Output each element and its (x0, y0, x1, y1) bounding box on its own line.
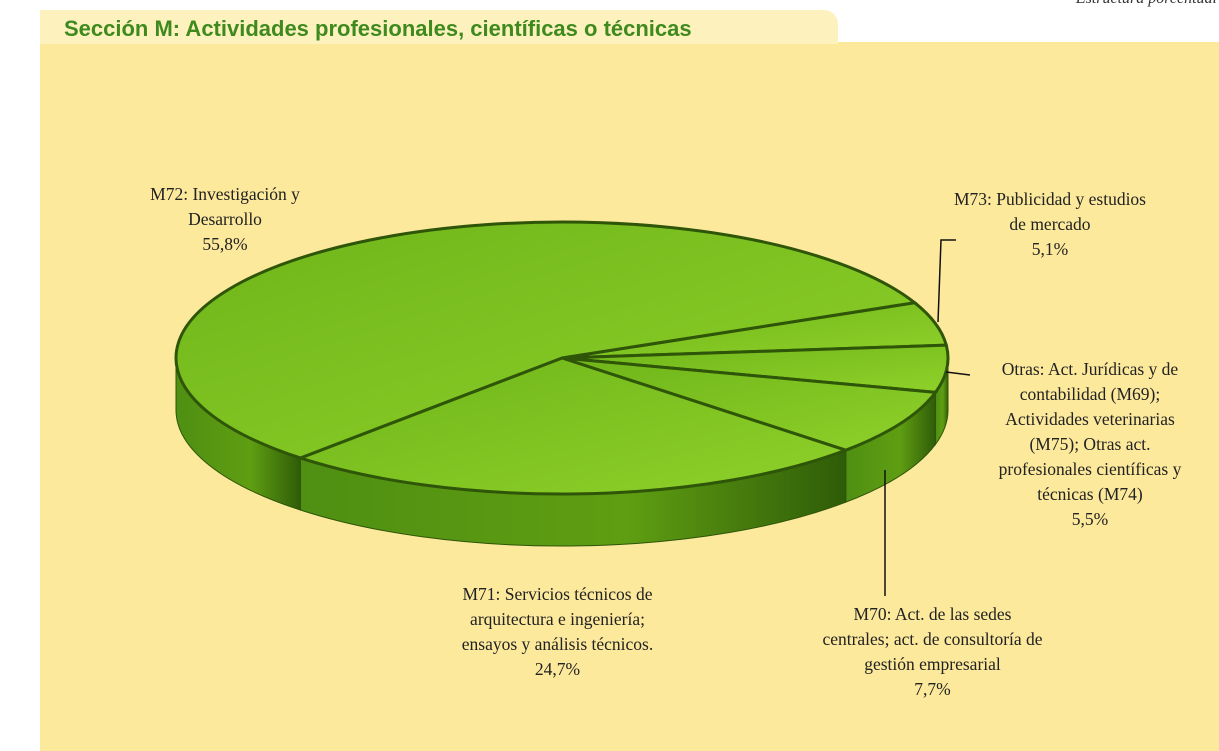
slice-label: Otras: Act. Jurídicas y de contabilidad … (985, 357, 1195, 532)
slice (295, 356, 851, 496)
chart-title: Sección M: Actividades profesionales, ci… (64, 16, 692, 41)
slice-label: M70: Act. de las sedes centrales; act. d… (820, 602, 1045, 702)
pie (174, 220, 950, 547)
category-label: M71: Servicios técnicos de arquitectura … (461, 584, 654, 654)
value-label: 5,1% (1031, 239, 1069, 259)
leader-line (945, 371, 971, 376)
category-label: Otras: Act. Jurídicas y de contabilidad … (998, 359, 1182, 504)
value-label: 5,5% (1071, 509, 1109, 529)
value-label: 55,8% (202, 234, 248, 254)
title-tab (40, 10, 838, 44)
category-label: M73: Publicidad y estudios de mercado (953, 189, 1146, 234)
slice-label: M73: Publicidad y estudios de mercado 5,1… (945, 187, 1155, 262)
value-label: 7,7% (914, 679, 951, 699)
subtitle: Estructura porcentual (1076, 0, 1217, 8)
value-label: 24,7% (534, 659, 581, 679)
slice-label: M72: Investigación y Desarrollo 55,8% (120, 182, 330, 257)
leader-line (937, 239, 956, 323)
category-label: M72: Investigación y Desarrollo (150, 184, 300, 229)
slice (561, 356, 939, 452)
leader-lines (884, 239, 971, 596)
category-label: M70: Act. de las sedes centrales; act. d… (822, 604, 1043, 674)
slice (174, 220, 919, 460)
slice-label: M71: Servicios técnicos de arquitectura … (460, 582, 655, 682)
